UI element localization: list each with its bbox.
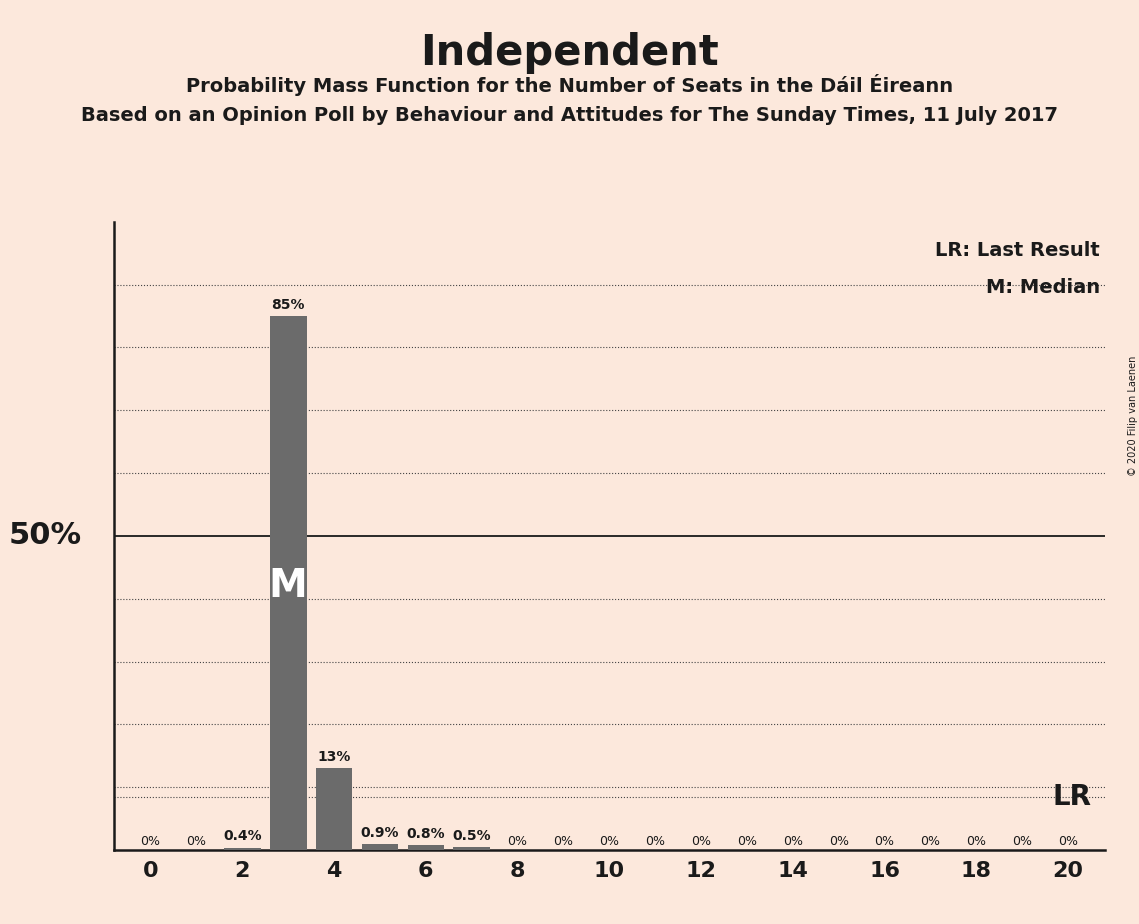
Bar: [408, 845, 444, 850]
Text: 0.4%: 0.4%: [223, 829, 262, 844]
Text: 0%: 0%: [782, 834, 803, 847]
Bar: [361, 845, 399, 850]
Text: 0.5%: 0.5%: [452, 829, 491, 843]
Text: Based on an Opinion Poll by Behaviour and Attitudes for The Sunday Times, 11 Jul: Based on an Opinion Poll by Behaviour an…: [81, 106, 1058, 126]
Text: LR: Last Result: LR: Last Result: [935, 240, 1100, 260]
Text: 0%: 0%: [645, 834, 665, 847]
Text: 0%: 0%: [599, 834, 620, 847]
Bar: [224, 847, 261, 850]
Text: 0%: 0%: [1058, 834, 1079, 847]
Bar: [316, 769, 352, 850]
Text: 0%: 0%: [737, 834, 757, 847]
Text: LR: LR: [1052, 783, 1091, 810]
Text: 85%: 85%: [271, 298, 305, 311]
Text: 0%: 0%: [140, 834, 161, 847]
Text: © 2020 Filip van Laenen: © 2020 Filip van Laenen: [1129, 356, 1138, 476]
Text: 50%: 50%: [9, 521, 82, 551]
Text: 0%: 0%: [875, 834, 894, 847]
Text: 0.8%: 0.8%: [407, 827, 445, 841]
Text: 0%: 0%: [829, 834, 849, 847]
Bar: [270, 316, 306, 850]
Text: M: M: [269, 567, 308, 605]
Text: 0%: 0%: [691, 834, 711, 847]
Text: 0%: 0%: [508, 834, 527, 847]
Bar: [453, 847, 490, 850]
Text: 0%: 0%: [1013, 834, 1032, 847]
Text: 0%: 0%: [554, 834, 574, 847]
Text: 0%: 0%: [920, 834, 941, 847]
Text: 0%: 0%: [966, 834, 986, 847]
Text: 0%: 0%: [187, 834, 206, 847]
Text: 0.9%: 0.9%: [361, 826, 400, 840]
Text: Independent: Independent: [420, 32, 719, 74]
Text: Probability Mass Function for the Number of Seats in the Dáil Éireann: Probability Mass Function for the Number…: [186, 74, 953, 96]
Text: 13%: 13%: [318, 750, 351, 764]
Text: M: Median: M: Median: [986, 278, 1100, 298]
